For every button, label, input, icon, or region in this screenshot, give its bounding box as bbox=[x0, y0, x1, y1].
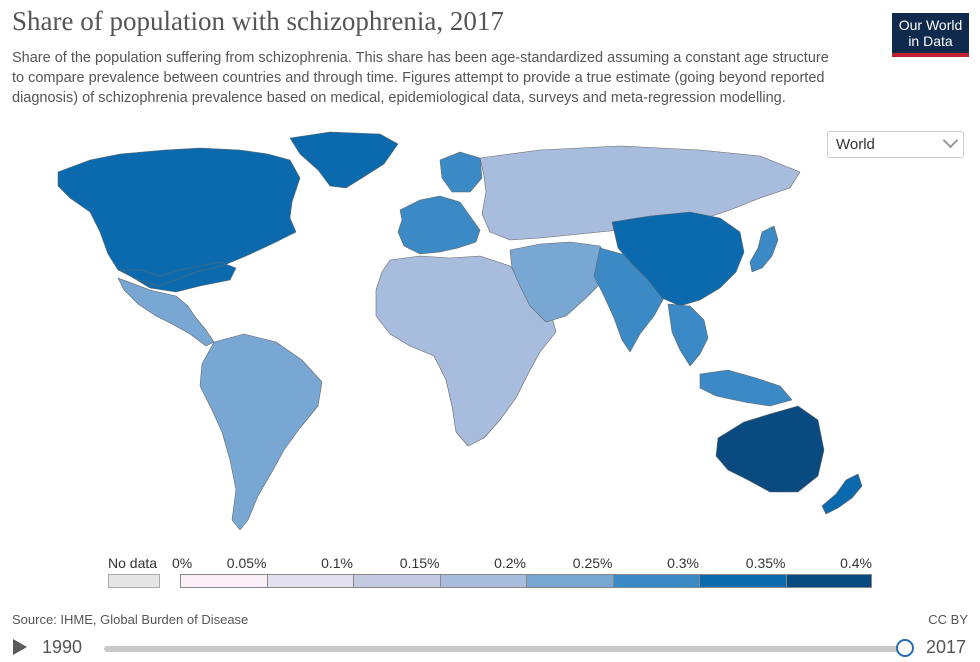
timeline-track[interactable] bbox=[104, 646, 906, 652]
legend-bin bbox=[785, 574, 872, 588]
legend-bin bbox=[612, 574, 699, 588]
legend-bin bbox=[180, 574, 267, 588]
legend-tick-label: 0.15% bbox=[399, 555, 440, 571]
region-western-europe[interactable] bbox=[397, 151, 483, 255]
license-note[interactable]: CC BY bbox=[928, 612, 968, 627]
timeline-end-year: 2017 bbox=[926, 637, 967, 657]
legend: No data 0% 0.05% 0.1% 0.15% 0.2% 0.25% 0.3% 0.3… bbox=[0, 550, 980, 600]
legend-bin bbox=[439, 574, 526, 588]
legend-tick-label: 0.4% bbox=[840, 555, 872, 571]
region-southeast-asia[interactable] bbox=[667, 303, 793, 407]
legend-tick-label: 0.2% bbox=[494, 555, 526, 571]
region-select[interactable]: World bbox=[827, 131, 964, 158]
region-japan[interactable] bbox=[749, 225, 779, 273]
legend-tick-label: 0.1% bbox=[321, 555, 353, 571]
source-note[interactable]: Source: IHME, Global Burden of Disease bbox=[12, 612, 249, 627]
timeline-handle[interactable] bbox=[896, 639, 914, 657]
region-central-america[interactable] bbox=[117, 277, 215, 347]
region-north-america[interactable] bbox=[57, 147, 301, 293]
legend-bin bbox=[353, 574, 440, 588]
chart-subtitle: Share of the population suffering from s… bbox=[12, 50, 829, 106]
legend-bin bbox=[266, 574, 353, 588]
play-icon[interactable] bbox=[13, 639, 27, 655]
region-africa[interactable] bbox=[375, 255, 557, 447]
legend-bin bbox=[699, 574, 786, 588]
region-china[interactable] bbox=[611, 211, 745, 307]
region-australia[interactable] bbox=[715, 405, 825, 493]
timeline: 1990 2017 bbox=[0, 632, 980, 662]
logo-line-2: in Data bbox=[908, 33, 953, 49]
legend-tick-label: 0% bbox=[172, 555, 193, 571]
legend-tick-label: 0.25% bbox=[572, 555, 613, 571]
region-middle-east[interactable] bbox=[509, 241, 613, 323]
region-greenland[interactable] bbox=[289, 131, 399, 189]
legend-tick-label: 0.3% bbox=[667, 555, 699, 571]
legend-bin bbox=[526, 574, 613, 588]
region-south-america[interactable] bbox=[199, 333, 323, 531]
region-select-value: World bbox=[836, 136, 875, 153]
world-map bbox=[57, 131, 863, 531]
logo-line-1: Our World bbox=[898, 17, 963, 33]
legend-tick-label: 0.35% bbox=[745, 555, 786, 571]
owid-logo[interactable]: Our World in Data bbox=[892, 13, 969, 57]
legend-nodata-label: No data bbox=[108, 555, 158, 571]
chart-title: Share of population with schizophrenia, … bbox=[12, 6, 504, 36]
region-new-zealand[interactable] bbox=[821, 473, 863, 515]
legend-tick-label: 0.05% bbox=[226, 555, 267, 571]
timeline-start-year: 1990 bbox=[42, 637, 83, 657]
legend-nodata-swatch bbox=[108, 574, 160, 588]
